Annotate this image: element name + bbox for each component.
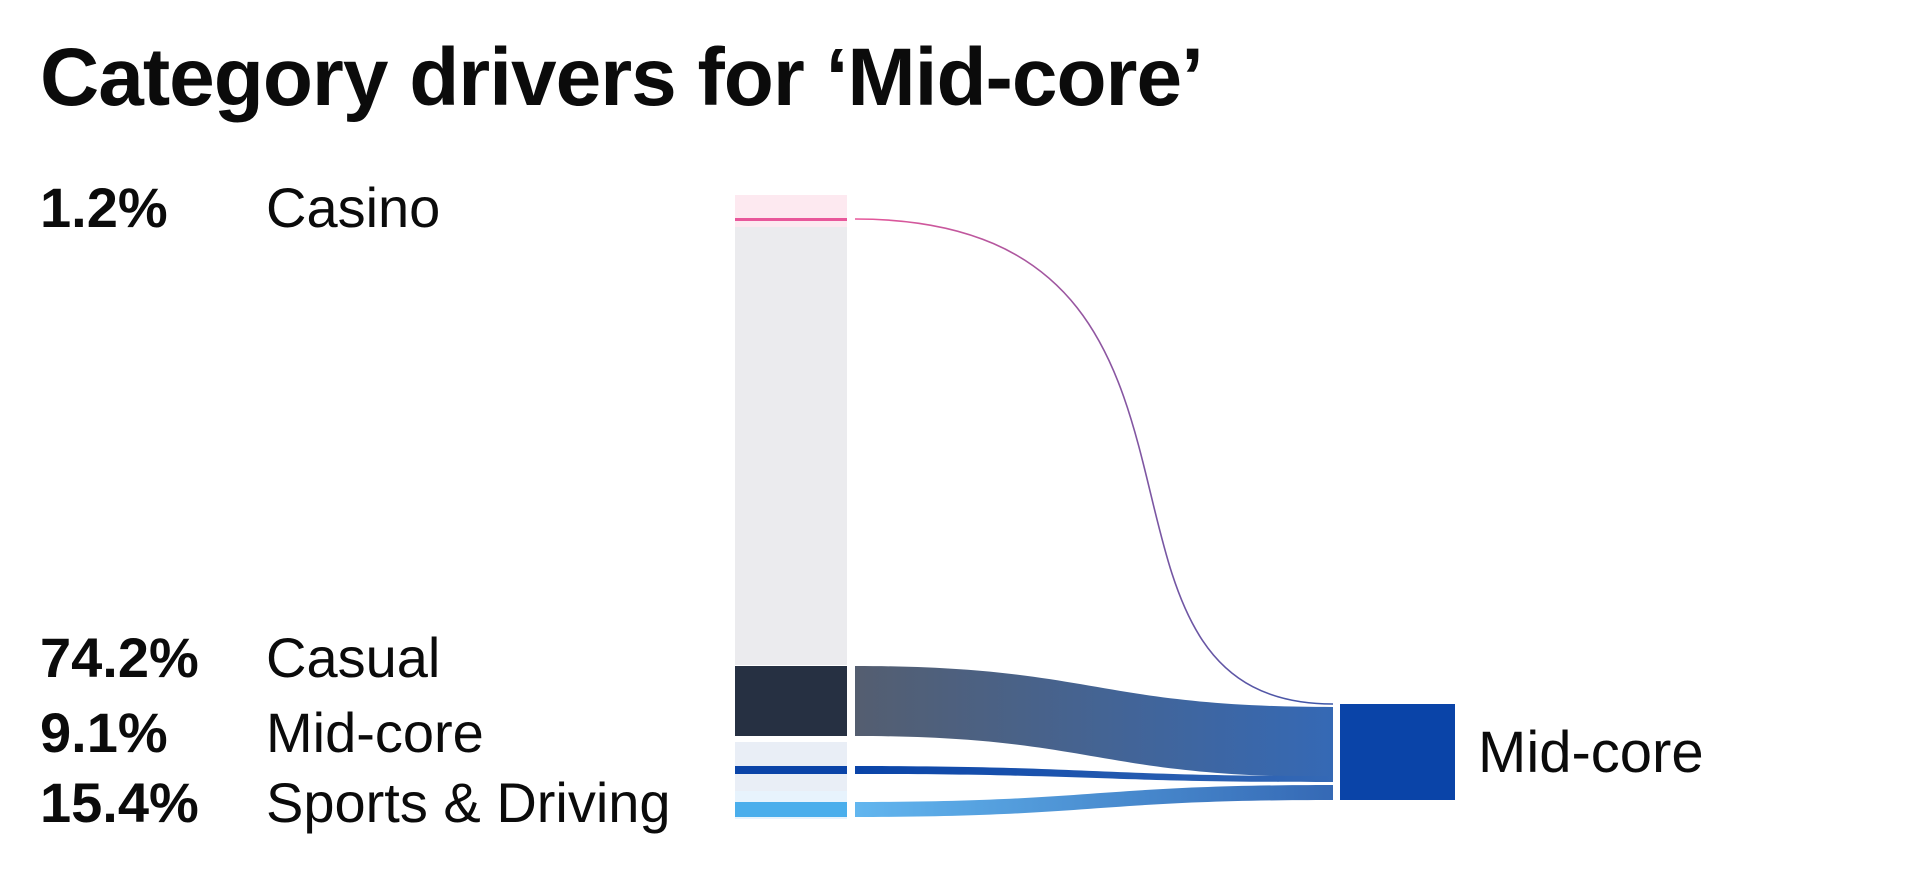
flow-link-casual xyxy=(855,666,1333,777)
source-segment-casino xyxy=(735,218,847,221)
source-nodes xyxy=(735,195,847,819)
source-value-casual: 74.2% xyxy=(40,626,199,689)
source-node-casual xyxy=(735,227,847,665)
source-label-casino: Casino xyxy=(266,176,440,239)
target-node-mid-core xyxy=(1340,704,1455,800)
chart-title: Category drivers for ‘Mid-core’ xyxy=(40,32,1204,123)
target-label: Mid-core xyxy=(1478,720,1704,785)
flow-link-casino xyxy=(854,218,1334,705)
source-node-casino xyxy=(735,195,847,230)
source-value-sports-driving: 15.4% xyxy=(40,771,199,834)
flow-link-mid-core xyxy=(855,766,1333,782)
source-segment-casual xyxy=(735,666,847,736)
source-label-mid-core: Mid-core xyxy=(266,701,484,764)
source-labels: 1.2% Casino 74.2% Casual 9.1% Mid-core 15.4% Sp… xyxy=(40,176,671,834)
flow-links xyxy=(854,218,1334,817)
source-value-mid-core: 9.1% xyxy=(40,701,168,764)
source-value-casino: 1.2% xyxy=(40,176,168,239)
source-label-casual: Casual xyxy=(266,626,440,689)
flow-link-sports-driving xyxy=(855,785,1333,817)
source-segment-sports-driving xyxy=(735,802,847,817)
target-node: Mid-core xyxy=(1340,704,1704,800)
source-segment-mid-core xyxy=(735,766,847,774)
source-label-sports-driving: Sports & Driving xyxy=(266,771,671,834)
